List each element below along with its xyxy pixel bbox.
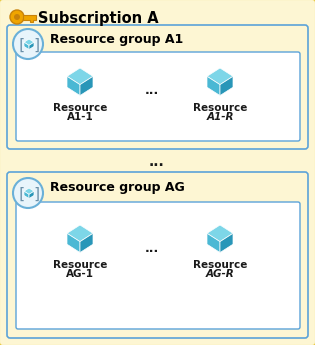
FancyBboxPatch shape (16, 52, 300, 141)
Circle shape (13, 178, 43, 208)
Text: Resource: Resource (53, 103, 107, 113)
Text: AG-1: AG-1 (66, 269, 94, 279)
Text: ...: ... (145, 85, 159, 98)
Circle shape (10, 10, 24, 24)
FancyBboxPatch shape (7, 172, 308, 338)
Text: ]: ] (32, 38, 42, 52)
Polygon shape (80, 76, 93, 96)
Text: A1-R: A1-R (206, 112, 234, 122)
Polygon shape (80, 233, 93, 253)
Text: [: [ (16, 187, 26, 201)
Text: Resource: Resource (193, 260, 247, 270)
Polygon shape (67, 225, 93, 241)
FancyBboxPatch shape (7, 25, 308, 149)
Polygon shape (67, 68, 93, 85)
Text: Resource group A1: Resource group A1 (50, 32, 183, 46)
Polygon shape (220, 233, 233, 253)
Text: [: [ (16, 38, 26, 52)
Polygon shape (29, 191, 34, 199)
Text: AG-R: AG-R (206, 269, 234, 279)
Text: Resource group AG: Resource group AG (50, 181, 185, 195)
Polygon shape (207, 225, 233, 241)
Polygon shape (207, 68, 233, 85)
Polygon shape (67, 76, 80, 96)
Text: ...: ... (149, 155, 165, 169)
Polygon shape (220, 76, 233, 96)
Text: ]: ] (32, 187, 42, 201)
Text: ...: ... (145, 241, 159, 255)
Polygon shape (67, 233, 80, 253)
Polygon shape (24, 191, 29, 199)
Text: Resource: Resource (193, 103, 247, 113)
Polygon shape (207, 233, 220, 253)
Text: Resource: Resource (53, 260, 107, 270)
Text: Subscription A: Subscription A (38, 10, 159, 26)
Polygon shape (24, 188, 34, 194)
Text: A1-1: A1-1 (67, 112, 93, 122)
Polygon shape (24, 39, 34, 46)
Circle shape (14, 14, 20, 20)
Polygon shape (207, 76, 220, 96)
Polygon shape (29, 42, 34, 50)
Polygon shape (24, 42, 29, 50)
FancyBboxPatch shape (16, 202, 300, 329)
Circle shape (13, 29, 43, 59)
Polygon shape (23, 14, 36, 22)
